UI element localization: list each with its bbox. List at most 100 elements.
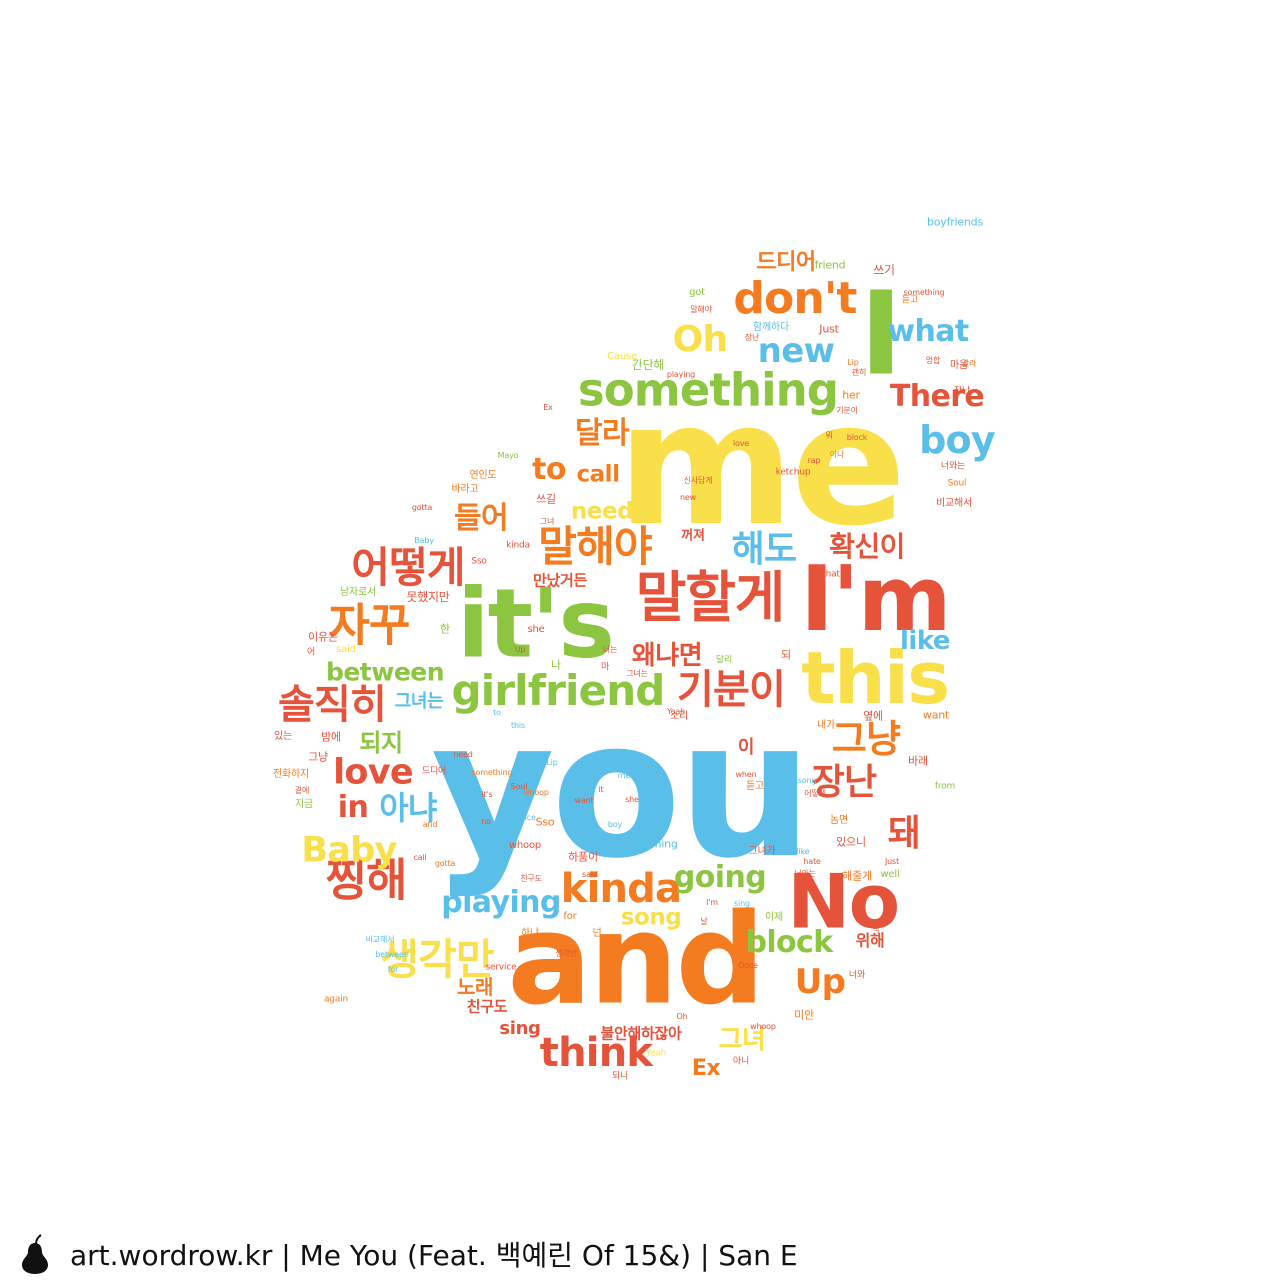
cloud-word: love: [333, 752, 413, 793]
cloud-word: call: [413, 853, 427, 862]
cloud-word: want: [922, 708, 950, 722]
cloud-word: 해도: [731, 529, 798, 570]
cloud-word: Just: [884, 857, 900, 866]
cloud-word: like: [900, 626, 951, 656]
cloud-word: Sso: [535, 815, 555, 829]
cloud-word: block: [846, 433, 868, 442]
cloud-word: you: [430, 679, 813, 900]
cloud-word: this: [511, 721, 525, 730]
cloud-word: 듣고: [901, 295, 919, 306]
cloud-word: 되지: [359, 729, 403, 757]
cloud-word: There: [889, 379, 985, 414]
cloud-word: new: [757, 331, 835, 371]
cloud-word: rap: [807, 456, 821, 465]
cloud-word: 너는: [602, 645, 618, 654]
cloud-word: between: [375, 950, 409, 959]
cloud-word: Sso: [471, 556, 487, 567]
cloud-word: like: [796, 847, 810, 856]
cloud-word: 생각만: [380, 935, 494, 984]
cloud-word: 옆에: [863, 709, 883, 723]
cloud-word: 바래: [908, 754, 928, 768]
cloud-word: kinda: [560, 866, 682, 912]
cloud-word: 있는: [274, 731, 292, 742]
cloud-word: 연인도: [469, 470, 497, 481]
cloud-word: 자꾸: [328, 598, 410, 652]
cloud-word: from: [934, 781, 956, 792]
cloud-word: to: [516, 752, 524, 761]
cloud-word: 그녀는: [394, 691, 444, 712]
cloud-word: again: [323, 994, 349, 1005]
cloud-word: Mayo: [497, 451, 519, 460]
cloud-word: 못했지만: [406, 590, 450, 604]
cloud-word: song: [797, 776, 817, 785]
cloud-word: I'm: [706, 898, 718, 907]
footer-credit: art.wordrow.kr | Me You (Feat. 백예린 Of 15…: [70, 1239, 798, 1272]
cloud-word: for: [387, 965, 399, 974]
cloud-word: something: [471, 768, 513, 777]
cloud-word: Oh: [676, 1012, 688, 1021]
cloud-word: 너와는: [940, 461, 966, 472]
cloud-word: 그냥: [308, 750, 328, 764]
cloud-word: she: [625, 795, 639, 804]
cloud-word: 신사답게: [683, 476, 713, 485]
cloud-word: 어떻게: [351, 543, 465, 592]
cloud-word: she: [527, 624, 545, 635]
cloud-word: 드디어: [756, 250, 816, 275]
cloud-word: 말할게: [635, 565, 786, 630]
cloud-word: Yawning: [634, 837, 678, 851]
cloud-word: 아냐: [379, 789, 437, 827]
cloud-word: 꺼져: [681, 528, 705, 544]
cloud-word: 있으니: [836, 835, 866, 849]
cloud-word: Lip: [847, 358, 859, 367]
cloud-word: 기분이: [836, 406, 858, 415]
cloud-word: boy: [919, 418, 996, 462]
cloud-word: 달리: [715, 655, 733, 666]
cloud-word: 내가: [817, 720, 835, 731]
cloud-word: block: [745, 925, 833, 960]
cloud-word: 날: [700, 917, 708, 926]
cloud-word: whoop: [750, 1022, 776, 1031]
cloud-word: boyfriends: [927, 215, 983, 229]
cloud-word: 해줄게: [842, 869, 872, 883]
cloud-word: 드디어: [421, 766, 447, 777]
cloud-word: 어: [306, 647, 316, 658]
cloud-word: 장난: [744, 333, 760, 342]
cloud-word: 마음: [950, 360, 968, 371]
cloud-word: 하냐: [521, 928, 539, 939]
cloud-word: 비교해서: [936, 498, 972, 509]
cloud-word: 넌: [592, 928, 602, 939]
cloud-word: Ex: [543, 403, 553, 412]
cloud-word: 이유는: [308, 630, 338, 644]
cloud-word: 친구도: [520, 874, 542, 883]
cloud-word: 갈라: [961, 359, 977, 368]
cloud-word: need: [453, 750, 473, 759]
cloud-word: 남자로서: [340, 587, 376, 598]
cloud-word: going: [673, 860, 767, 895]
cloud-word: no: [481, 817, 491, 826]
cloud-word: 마: [600, 662, 610, 673]
cloud-word: 그녀는: [626, 669, 648, 678]
cloud-word: 전화하지: [273, 769, 309, 780]
cloud-word: Yeah: [645, 1048, 667, 1059]
cloud-word: friend: [814, 258, 846, 272]
cloud-word: said: [336, 644, 356, 655]
cloud-word: sing: [499, 1018, 541, 1039]
cloud-word: love: [732, 439, 750, 448]
cloud-word: something: [577, 363, 839, 417]
cloud-word: Just: [819, 322, 839, 336]
cloud-word: Baby: [414, 536, 434, 545]
cloud-word: 미안: [794, 1008, 814, 1022]
cloud-word: gotta: [411, 503, 433, 512]
cloud-word: 그냥: [831, 717, 901, 761]
cloud-word: in: [337, 790, 369, 825]
cloud-word: 엉합: [925, 356, 941, 365]
cloud-word: for: [563, 911, 577, 922]
cloud-word: 너와는: [794, 869, 816, 878]
cloud-word: 하품이: [568, 850, 598, 864]
cloud-word: gotta: [434, 859, 456, 868]
cloud-word: it: [598, 785, 604, 794]
cloud-word: 그녀: [718, 1025, 766, 1055]
cloud-word: don't: [733, 273, 857, 324]
cloud-word: 장난: [811, 762, 878, 803]
cloud-word: 곁에: [294, 786, 310, 795]
